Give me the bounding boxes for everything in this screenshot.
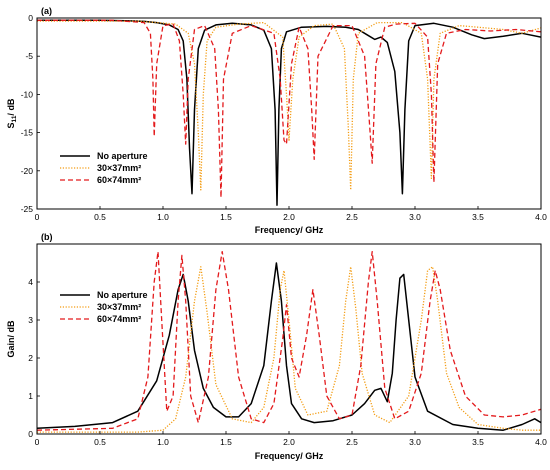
x-tick-label: 4.0 [535, 437, 547, 447]
panel-label: (a) [41, 6, 52, 16]
x-tick-label: 2.0 [283, 437, 295, 447]
x-tick-label: 4.0 [535, 212, 547, 222]
series-line-1 [37, 262, 541, 431]
x-tick-label: 0.5 [94, 437, 106, 447]
y-tick-label: -5 [25, 51, 33, 61]
x-tick-label: 3.5 [472, 212, 484, 222]
legend-entry: No aperture [97, 290, 148, 300]
legend: No aperture 30×37mm² 60×74mm² [60, 290, 148, 324]
x-tick-label: 1.5 [220, 437, 232, 447]
y-tick-label: 3 [28, 315, 33, 325]
series-line-2 [37, 20, 541, 191]
x-tick-label: 1.5 [220, 212, 232, 222]
x-tick-label: 2.0 [283, 212, 295, 222]
x-tick-label: 2.5 [346, 437, 358, 447]
x-tick-label: 0 [35, 212, 40, 222]
x-tick-label: 2.5 [346, 212, 358, 222]
x-tick-label: 3.5 [472, 437, 484, 447]
legend-entry: 60×74mm² [97, 314, 141, 324]
legend-entry: 60×74mm² [97, 175, 141, 185]
x-axis-label: Frequency/ GHz [255, 451, 324, 461]
y-axis-label: S11/ dB [6, 98, 18, 128]
panel-label: (b) [41, 232, 53, 242]
x-tick-label: 1.0 [157, 437, 169, 447]
s11-panel: 0 0.5 1.0 1.5 2.0 2.5 3.0 3.5 4.0 0 -5 -10 -15 -20 -25… [6, 6, 547, 235]
x-tick-label: 3.0 [409, 212, 421, 222]
x-tick-label: 0 [35, 437, 40, 447]
plot-frame [36, 243, 542, 435]
legend: No aperture 30×37mm² 60×74mm² [60, 151, 148, 185]
series-line-3 [37, 250, 541, 431]
x-tick-label: 1.0 [157, 212, 169, 222]
y-tick-label: 1 [28, 391, 33, 401]
x-tick-label: 0.5 [94, 212, 106, 222]
y-tick-label: 2 [28, 353, 33, 363]
legend-entry: 30×37mm² [97, 163, 141, 173]
x-tick-label: 3.0 [409, 437, 421, 447]
series-line-2 [37, 266, 541, 433]
gain-panel: 0 0.5 1.0 1.5 2.0 2.5 3.0 3.5 4.0 0 1 2 3 4 (b) Frequen… [6, 232, 547, 461]
series-line-1 [37, 19, 541, 206]
series-line-3 [37, 19, 541, 199]
y-axis-label: Gain/ dB [6, 320, 16, 358]
y-tick-label: -10 [21, 89, 34, 99]
y-tick-label: 0 [28, 13, 33, 23]
y-tick-label: -25 [21, 204, 34, 214]
x-axis-label: Frequency/ GHz [255, 225, 324, 235]
y-tick-label: 0 [28, 429, 33, 439]
legend-entry: 30×37mm² [97, 302, 141, 312]
y-tick-label: 4 [28, 277, 33, 287]
y-tick-label: -20 [21, 166, 34, 176]
y-tick-label: -15 [21, 128, 34, 138]
legend-entry: No aperture [97, 151, 148, 161]
